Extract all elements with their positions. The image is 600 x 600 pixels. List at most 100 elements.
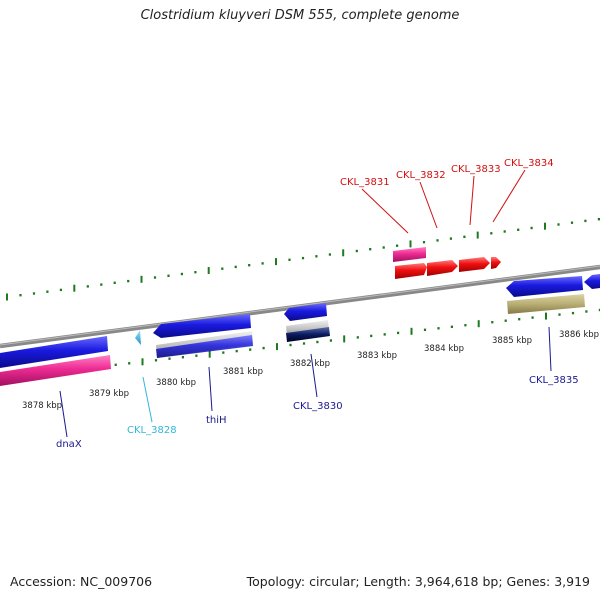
minor-tick: [464, 324, 467, 327]
gene-label-ckl-3828[interactable]: CKL_3828: [127, 425, 177, 436]
minor-tick: [503, 230, 506, 233]
ruler-label: 3881 kbp: [223, 367, 263, 377]
major-tick: [342, 249, 345, 257]
minor-tick: [261, 262, 264, 265]
gene-label-ckl-3832[interactable]: CKL_3832: [396, 170, 446, 181]
feature-ckl-3828[interactable]: [135, 330, 141, 345]
feature-ckl-3831[interactable]: [393, 247, 426, 262]
minor-tick: [517, 228, 520, 231]
major-tick: [544, 222, 546, 230]
ruler-labels: 3878 kbp 3879 kbp 3880 kbp 3881 kbp 3882…: [22, 330, 599, 411]
minor-tick: [234, 265, 237, 269]
gene-callout-lines: [59, 169, 552, 438]
gene-label-dnax[interactable]: dnaX: [56, 439, 82, 450]
minor-tick: [558, 313, 561, 316]
minor-tick: [518, 318, 521, 321]
minor-tick: [396, 244, 399, 247]
minor-tick: [221, 267, 224, 270]
minor-tick: [531, 316, 534, 319]
minor-tick: [423, 328, 427, 331]
major-tick: [141, 358, 144, 366]
major-tick: [207, 267, 210, 274]
gene-label-ckl-3835[interactable]: CKL_3835: [529, 375, 579, 386]
feature-ckl-3832[interactable]: [395, 263, 427, 279]
genome-summary-text: Topology: circular; Length: 3,964,618 bp…: [246, 574, 590, 589]
gene-label-ckl-3831[interactable]: CKL_3831: [340, 177, 390, 188]
minor-tick: [168, 357, 171, 360]
minor-tick: [369, 248, 372, 251]
minor-tick: [302, 342, 306, 345]
gene-label-ckl-3834[interactable]: CKL_3834: [504, 158, 554, 169]
ruler-label: 3883 kbp: [357, 351, 397, 361]
minor-tick: [249, 348, 252, 351]
minor-tick: [355, 249, 358, 253]
feature-ckl-3830[interactable]: [284, 303, 330, 342]
minor-tick: [288, 258, 291, 261]
minor-tick: [397, 331, 400, 335]
minor-tick: [128, 362, 131, 365]
minor-tick: [449, 237, 452, 240]
minor-tick: [181, 356, 184, 359]
ruler-label: 3885 kbp: [492, 336, 532, 346]
feature-small-red[interactable]: [491, 257, 501, 269]
ruler-label: 3880 kbp: [156, 378, 196, 388]
minor-tick: [437, 327, 440, 330]
major-tick: [410, 327, 413, 335]
feature-thih[interactable]: [153, 314, 253, 358]
feature-right-edge[interactable]: [584, 274, 600, 289]
major-tick: [477, 320, 480, 328]
major-tick: [73, 284, 76, 292]
minor-tick: [571, 311, 575, 315]
ruler-label: 3878 kbp: [22, 401, 62, 411]
feature-ckl-3834[interactable]: [459, 257, 490, 272]
minor-tick: [180, 272, 183, 276]
map-title: Clostridium kluyveri DSM 555, complete g…: [140, 8, 460, 23]
minor-tick: [491, 321, 494, 324]
minor-tick: [100, 283, 103, 286]
feature-dnax[interactable]: [0, 336, 111, 386]
minor-tick: [570, 221, 574, 224]
major-tick: [275, 258, 277, 266]
major-tick: [409, 240, 412, 248]
minor-tick: [154, 359, 158, 362]
major-tick: [545, 312, 547, 320]
minor-tick: [86, 285, 89, 288]
minor-tick: [356, 336, 359, 339]
minor-tick: [222, 351, 225, 354]
minor-tick: [329, 339, 332, 342]
minor-tick: [194, 271, 197, 274]
minor-tick: [504, 319, 507, 322]
minor-tick: [19, 294, 22, 297]
minor-tick: [46, 290, 49, 293]
minor-tick: [328, 253, 331, 256]
ruler-label: 3879 kbp: [89, 389, 129, 399]
minor-tick: [167, 274, 170, 277]
major-tick: [476, 231, 479, 239]
inner-tick-ruler: [7, 308, 600, 381]
major-tick: [140, 275, 143, 283]
minor-tick: [463, 235, 466, 238]
minor-tick: [585, 310, 588, 313]
minor-tick: [289, 343, 292, 347]
ruler-label: 3882 kbp: [290, 359, 330, 369]
minor-tick: [113, 281, 116, 284]
gene-label-ckl-3830[interactable]: CKL_3830: [293, 401, 343, 412]
minor-tick: [195, 354, 198, 357]
minor-tick: [59, 288, 62, 292]
gene-label-ckl-3833[interactable]: CKL_3833: [451, 164, 501, 175]
gene-label-thih[interactable]: thiH: [206, 415, 227, 426]
minor-tick: [248, 264, 251, 267]
accession-text: Accession: NC_009706: [10, 574, 153, 589]
minor-tick: [382, 246, 385, 249]
major-tick: [276, 343, 278, 351]
minor-tick: [301, 256, 305, 260]
minor-tick: [262, 346, 265, 350]
feature-ckl-3835[interactable]: [506, 276, 585, 314]
feature-ckl-3833[interactable]: [427, 260, 458, 276]
minor-tick: [450, 325, 453, 328]
major-tick: [208, 350, 211, 358]
minor-tick: [370, 334, 373, 338]
outer-tick-ruler: [6, 218, 600, 301]
genome-backbone: [0, 264, 600, 349]
